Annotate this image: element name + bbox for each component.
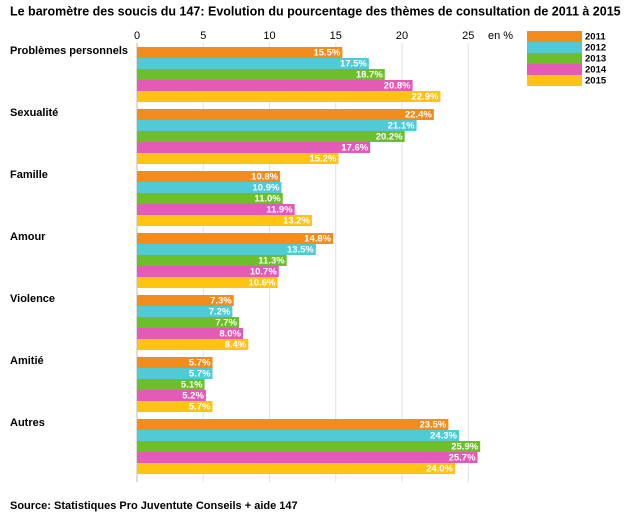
legend-label: 2014 [585,65,607,76]
category-label: Famille [10,169,48,181]
value-label: 10.7% [250,267,277,278]
value-label: 25.7% [449,453,476,464]
value-label: 13.2% [283,216,310,227]
value-label: 5.7% [189,358,211,369]
category-label: Amour [10,231,46,243]
bar [137,80,413,91]
x-tick-label: 25 [462,30,474,42]
bar [137,69,385,80]
bar [137,233,334,244]
x-tick-label: 0 [134,30,140,42]
value-label: 7.3% [210,296,232,307]
value-label: 11.0% [254,194,281,205]
value-label: 20.8% [384,81,411,92]
bar [137,339,249,350]
value-label: 15.2% [309,154,336,165]
legend-label: 2015 [585,76,607,87]
value-label: 22.9% [411,92,438,103]
bar [137,244,316,255]
bar [137,277,278,288]
value-label: 8.4% [225,340,247,351]
bar [137,153,339,164]
legend-label: 2012 [585,43,606,54]
bar [137,266,279,277]
bar [137,58,369,69]
bar [137,379,205,390]
value-label: 23.5% [419,420,446,431]
value-label: 10.9% [252,183,279,194]
bar [137,120,417,131]
x-tick-label: 5 [200,30,206,42]
bar [137,171,281,182]
legend-swatch [527,75,582,86]
bar [137,295,234,306]
value-label: 17.5% [340,59,367,70]
value-label: 17.6% [341,143,368,154]
legend-swatch [527,64,582,75]
bar [137,463,455,474]
bar [137,47,343,58]
category-label: Sexualité [10,107,58,119]
value-label: 22.4% [405,110,432,121]
value-label: 8.0% [219,329,241,340]
bar [137,255,287,266]
value-label: 14.8% [304,234,331,245]
category-label: Problèmes personnels [10,45,128,57]
legend-label: 2013 [585,54,606,65]
value-label: 11.3% [258,256,285,267]
legend-swatch [527,42,582,53]
bar [137,401,213,412]
bar [137,368,213,379]
bar [137,215,312,226]
value-label: 13.5% [287,245,314,256]
category-label: Violence [10,293,55,305]
value-label: 5.2% [182,391,204,402]
x-tick-label: 20 [396,30,408,42]
bar [137,441,481,452]
x-tick-label: 10 [263,30,275,42]
legend-label: 2011 [585,32,606,43]
bar [137,317,240,328]
bar [137,91,441,102]
bar [137,452,478,463]
bar [137,142,371,153]
bar [137,204,295,215]
legend-swatch [527,53,582,64]
axis-unit: en % [488,30,513,42]
value-label: 10.6% [249,278,276,289]
value-label: 24.3% [430,431,457,442]
bar [137,109,434,120]
bar [137,430,459,441]
value-label: 20.2% [376,132,403,143]
value-label: 5.1% [181,380,203,391]
value-label: 10.8% [251,172,278,183]
value-label: 11.9% [266,205,293,216]
source: Source: Statistiques Pro Juventute Conse… [10,500,298,512]
bar [137,328,243,339]
chart-title: Le baromètre des soucis du 147: Evolutio… [10,4,621,18]
value-label: 18.7% [356,70,383,81]
value-label: 7.2% [209,307,231,318]
value-label: 7.7% [215,318,237,329]
bar [137,419,449,430]
value-label: 21.1% [388,121,415,132]
category-label: Amitié [10,355,44,367]
x-tick-label: 15 [330,30,342,42]
value-label: 25.9% [451,442,478,453]
value-label: 15.5% [313,48,340,59]
bar [137,306,233,317]
value-label: 5.7% [189,369,211,380]
bar [137,131,405,142]
category-label: Autres [10,417,45,429]
value-label: 24.0% [426,464,453,475]
bar [137,193,283,204]
bar [137,357,213,368]
bar [137,182,282,193]
value-label: 5.7% [189,402,211,413]
bar [137,390,206,401]
legend-swatch [527,31,582,42]
